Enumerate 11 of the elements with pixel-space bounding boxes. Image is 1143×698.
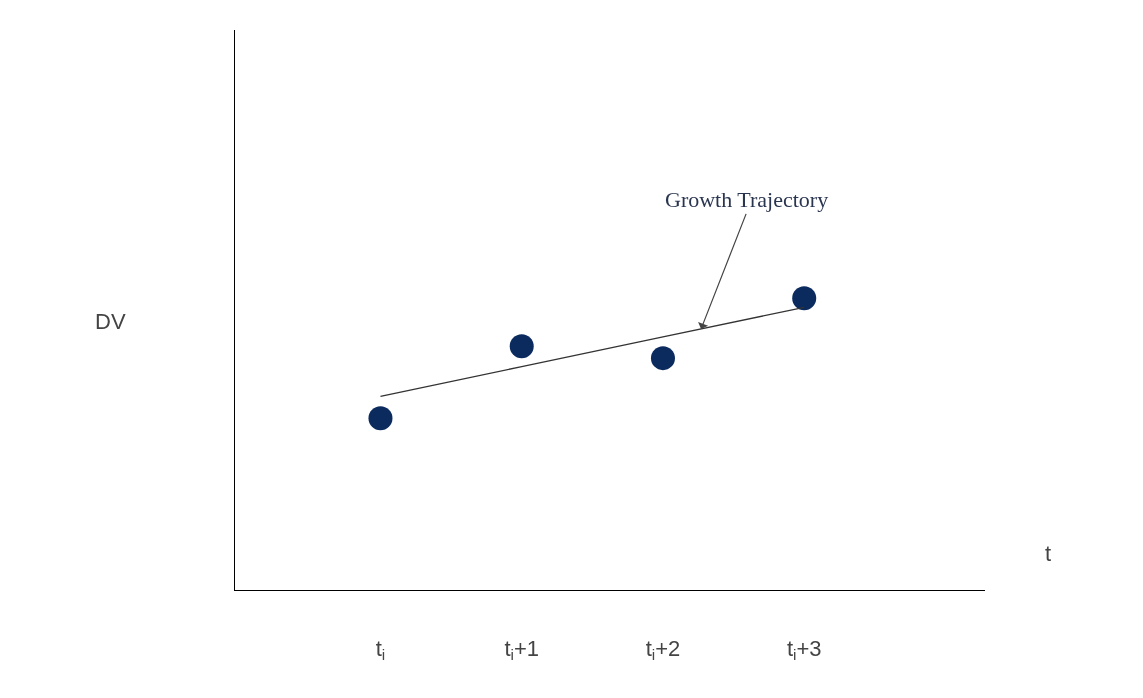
y-axis-title: DV [95,309,126,334]
x-tick-label: t$_{i}$+3 [786,635,822,664]
x-tick-label: t$_{i}$+1 [504,635,540,664]
point [792,286,817,311]
point [650,346,675,371]
text: Growth Trajectory [665,187,829,212]
x-tick-label: t$_{i}$ [375,635,386,664]
x-axis-title: t [1045,541,1052,566]
point [509,334,534,359]
point [368,406,393,431]
x-tick-label: t$_{i}$+2 [645,635,681,664]
